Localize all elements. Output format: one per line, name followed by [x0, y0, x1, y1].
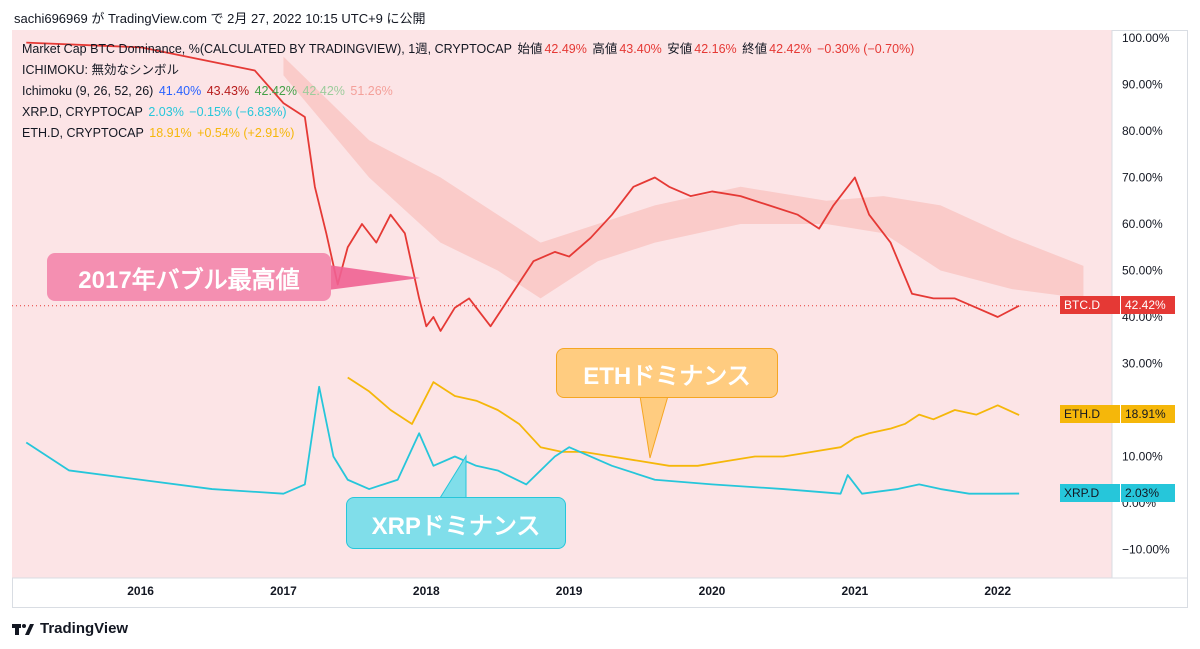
- legend-xrp-change: −0.15% (−6.83%): [189, 105, 287, 119]
- y-tick-label: 90.00%: [1122, 78, 1163, 92]
- legend-high-value: 43.40%: [619, 42, 662, 56]
- legend-ichimoku-chikou: 42.42%: [254, 84, 297, 98]
- legend-eth-value: 18.91%: [149, 126, 192, 140]
- legend-eth-title: ETH.D, CRYPTOCAP: [22, 126, 144, 140]
- xrp-dominance-callout: XRPドミナンス: [346, 497, 566, 549]
- legend-eth-change: +0.54% (+2.91%): [197, 126, 295, 140]
- xrp-d-series-line: [25, 385, 1020, 495]
- x-tick-label: 2018: [413, 584, 440, 598]
- legend-close-label: 終値: [742, 42, 768, 56]
- legend-close-value: 42.42%: [769, 42, 812, 56]
- legend-ichimoku-error-text: ICHIMOKU: 無効なシンボル: [22, 63, 179, 77]
- eth-symbol-tag: ETH.D: [1060, 405, 1120, 423]
- x-tick-label: 2019: [556, 584, 583, 598]
- x-tick-label: 2017: [270, 584, 297, 598]
- ichimoku-cloud-area: [283, 56, 1084, 299]
- legend-ichimoku-tenkan: 41.40%: [158, 84, 202, 98]
- ichimoku-cloud: [12, 56, 1112, 307]
- legend-low-value: 42.16%: [694, 42, 737, 56]
- y-tick-label: 70.00%: [1122, 171, 1163, 185]
- btc-symbol-tag: BTC.D: [1060, 296, 1120, 314]
- tradingview-logo[interactable]: TradingView: [12, 620, 128, 637]
- legend-btc-title: Market Cap BTC Dominance, %(CALCULATED B…: [22, 42, 512, 56]
- bubble-peak-callout: 2017年バブル最高値: [47, 253, 331, 301]
- legend-ichimoku-title: Ichimoku (9, 26, 52, 26): [22, 84, 154, 98]
- x-tick-label: 2016: [127, 584, 154, 598]
- x-tick-label: 2020: [699, 584, 726, 598]
- legend-ichimoku-span-b: 51.26%: [350, 84, 393, 98]
- legend-change-value: −0.30% (−0.70%): [817, 42, 915, 56]
- publish-info: sachi696969 が TradingView.com で 2月 27, 2…: [14, 11, 426, 26]
- xrp-symbol-tag: XRP.D: [1060, 484, 1120, 502]
- xrp-callout-pointer: [439, 454, 467, 499]
- legend-open-value: 42.49%: [544, 42, 587, 56]
- y-tick-label: 10.00%: [1122, 450, 1163, 464]
- legend-ichimoku-kijun: 43.43%: [206, 84, 250, 98]
- legend-xrp-value: 2.03%: [148, 105, 184, 119]
- legend-ichimoku-span-a: 42.42%: [302, 84, 345, 98]
- legend-xrp-title: XRP.D, CRYPTOCAP: [22, 105, 143, 119]
- y-tick-label: 50.00%: [1122, 264, 1163, 278]
- xrp-price-tag: 2.03%: [1121, 484, 1175, 502]
- tradingview-icon: [12, 623, 34, 635]
- y-tick-label: 60.00%: [1122, 217, 1163, 231]
- legend-open-label: 始値: [517, 42, 543, 56]
- legend-btc-dominance: Market Cap BTC Dominance, %(CALCULATED B…: [22, 41, 916, 58]
- y-tick-label: 100.00%: [1122, 31, 1170, 45]
- legend-ichimoku-error: ICHIMOKU: 無効なシンボル: [22, 62, 181, 79]
- eth-d-series-line: [347, 376, 1020, 467]
- chart-svg[interactable]: 100.00%90.00%80.00%70.00%60.00%50.00%40.…: [12, 30, 1188, 608]
- tradingview-brand: TradingView: [40, 620, 129, 637]
- y-tick-label: −10.00%: [1122, 543, 1170, 557]
- y-tick-label: 80.00%: [1122, 124, 1163, 138]
- x-tick-label: 2021: [842, 584, 869, 598]
- x-tick-label: 2022: [984, 584, 1011, 598]
- legend-low-label: 安値: [667, 42, 693, 56]
- bubble-callout-pointer: [328, 265, 420, 290]
- eth-price-tag: 18.91%: [1121, 405, 1175, 423]
- btc-price-tag: 42.42%: [1121, 296, 1175, 314]
- eth-dominance-callout: ETHドミナンス: [556, 348, 778, 398]
- eth-callout-pointer: [639, 395, 669, 459]
- legend-eth: ETH.D, CRYPTOCAP 18.91% +0.54% (+2.91%): [22, 125, 296, 142]
- legend-xrp: XRP.D, CRYPTOCAP 2.03% −0.15% (−6.83%): [22, 104, 289, 121]
- y-tick-label: 30.00%: [1122, 357, 1163, 371]
- legend-ichimoku: Ichimoku (9, 26, 52, 26) 41.40% 43.43% 4…: [22, 83, 395, 100]
- legend-high-label: 高値: [592, 42, 618, 56]
- x-axis-ticks: 2016 2017 2018 2019 2020 2021 2022: [127, 584, 1011, 598]
